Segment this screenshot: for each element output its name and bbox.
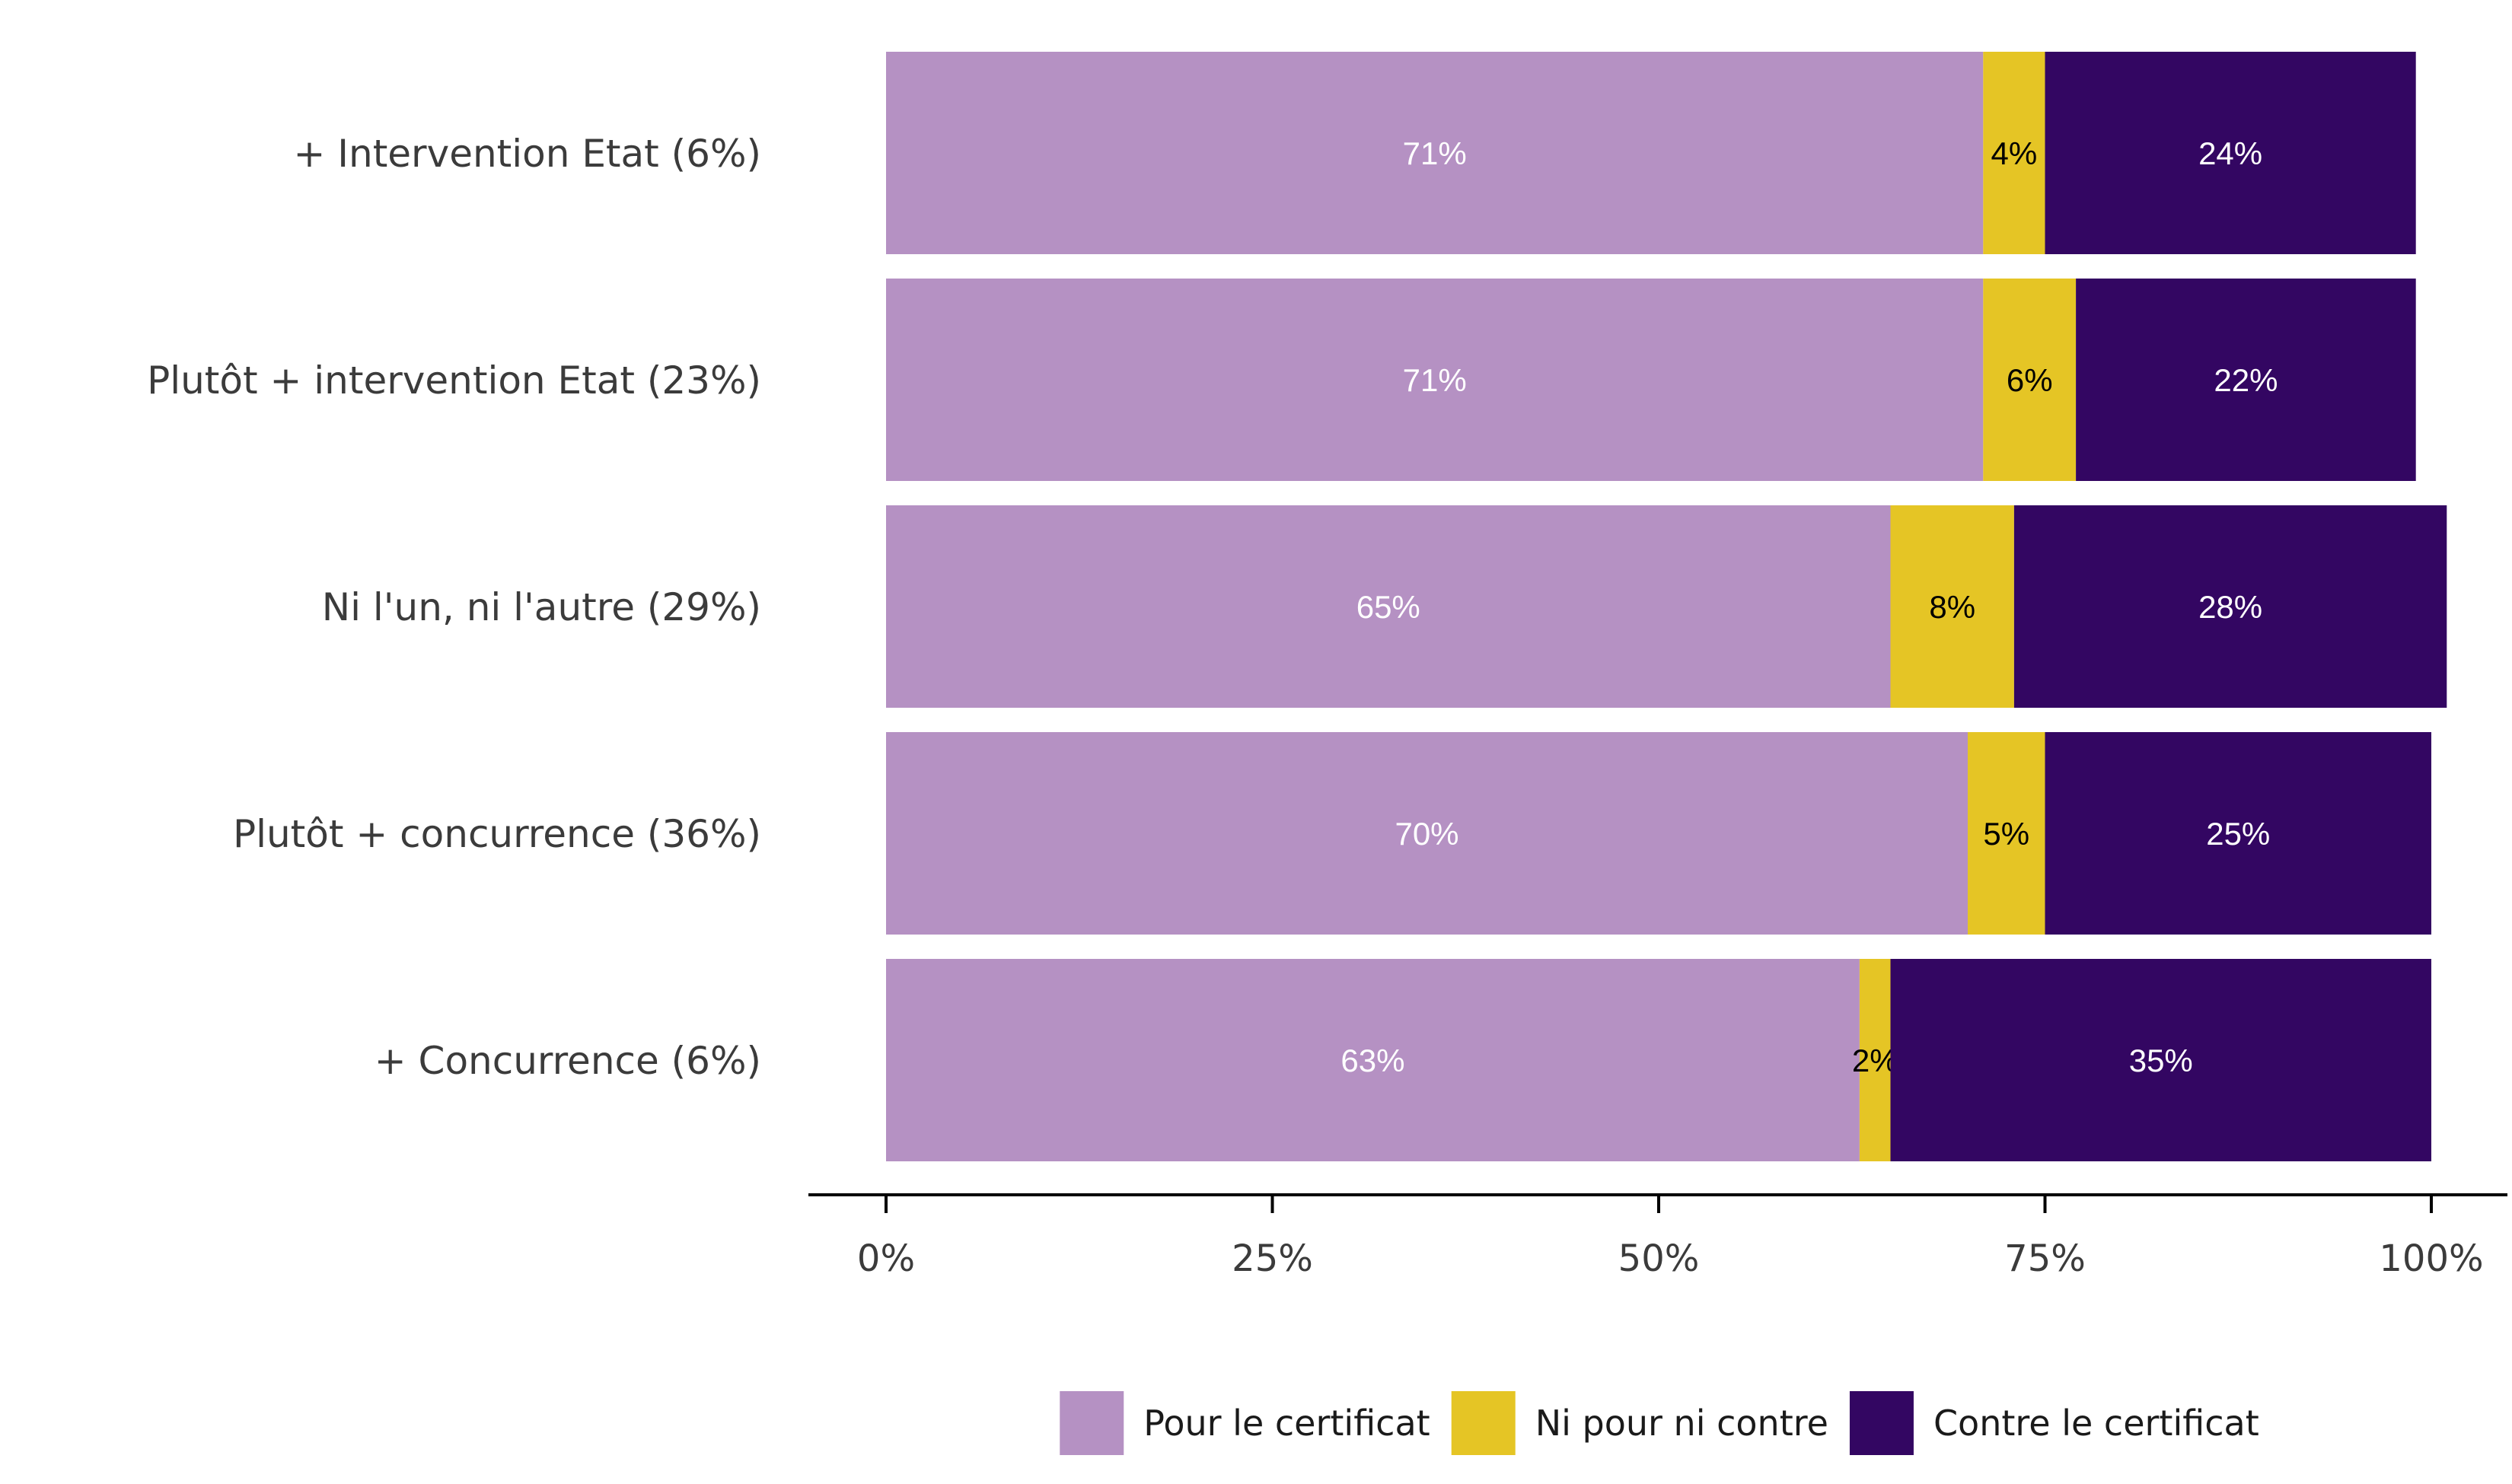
category-label-3: Ni l'un, ni l'autre (29%) <box>322 585 761 629</box>
legend-swatch-contre-le-certificat <box>1849 1391 1914 1455</box>
legend-item-pour-le-certificat: Pour le certificat <box>1060 1391 1430 1455</box>
category-label-4: Plutôt + concurrence (36%) <box>233 812 761 856</box>
bar-contre-le-certificat-2 <box>2076 279 2416 481</box>
data-label-pour-le-certificat-5: 63% <box>1340 1043 1404 1078</box>
legend: Pour le certificat Ni pour ni contre Contr… <box>1060 1391 2259 1455</box>
bar-pour-le-certificat-5 <box>886 959 1860 1161</box>
x-tick-label-2: 25% <box>1232 1237 1313 1280</box>
data-label-contre-le-certificat-2: 22% <box>2214 362 2278 398</box>
data-label-contre-le-certificat-4: 25% <box>2206 816 2270 852</box>
x-tick-label-1: 0% <box>857 1237 915 1280</box>
bar-contre-le-certificat-1 <box>2045 52 2416 254</box>
x-axis: 0% 25% 50% 75% 100% <box>808 1193 2507 1280</box>
data-label-contre-le-certificat-1: 24% <box>2198 135 2262 171</box>
bar-ni-pour-ni-contre-5 <box>1859 959 1891 1161</box>
bar-contre-le-certificat-4 <box>2045 732 2431 935</box>
bar-pour-le-certificat-4 <box>886 732 1968 935</box>
x-tick-label-5: 100% <box>2379 1237 2483 1280</box>
data-label-pour-le-certificat-2: 71% <box>1403 362 1467 398</box>
bar-pour-le-certificat-3 <box>886 505 1891 708</box>
bar-contre-le-certificat-3 <box>2013 505 2447 708</box>
category-label-5: + Concurrence (6%) <box>375 1039 761 1083</box>
data-label-ni-pour-ni-contre-5: 2% <box>1852 1043 1898 1078</box>
x-tick-label-4: 75% <box>2004 1237 2086 1280</box>
data-label-pour-le-certificat-3: 65% <box>1356 589 1420 625</box>
category-label-1: + Intervention Etat (6%) <box>293 132 761 176</box>
bar-ni-pour-ni-contre-4 <box>1968 732 2045 935</box>
legend-swatch-ni-pour-ni-contre <box>1451 1391 1516 1455</box>
bar-pour-le-certificat-2 <box>886 279 1984 481</box>
data-label-ni-pour-ni-contre-2: 6% <box>2007 362 2053 398</box>
bar-ni-pour-ni-contre-3 <box>1890 505 2014 708</box>
bar-ni-pour-ni-contre-2 <box>1983 279 2077 481</box>
data-label-pour-le-certificat-4: 70% <box>1395 816 1458 852</box>
category-label-2: Plutôt + intervention Etat (23%) <box>147 358 761 403</box>
data-label-ni-pour-ni-contre-3: 8% <box>1929 589 1975 625</box>
data-label-ni-pour-ni-contre-4: 5% <box>1983 816 2029 852</box>
data-label-contre-le-certificat-3: 28% <box>2198 589 2262 625</box>
legend-item-contre-le-certificat: Contre le certificat <box>1849 1391 2259 1455</box>
legend-label-ni-pour-ni-contre: Ni pour ni contre <box>1535 1403 1828 1444</box>
x-tick-label-3: 50% <box>1618 1237 1700 1280</box>
bar-ni-pour-ni-contre-1 <box>1983 52 2045 254</box>
legend-item-ni-pour-ni-contre: Ni pour ni contre <box>1451 1391 1828 1455</box>
bar-contre-le-certificat-5 <box>1890 959 2431 1161</box>
legend-label-pour-le-certificat: Pour le certificat <box>1143 1403 1430 1444</box>
data-label-pour-le-certificat-1: 71% <box>1403 135 1467 171</box>
legend-swatch-pour-le-certificat <box>1060 1391 1124 1455</box>
legend-label-contre-le-certificat: Contre le certificat <box>1933 1403 2259 1444</box>
data-label-ni-pour-ni-contre-1: 4% <box>1991 135 2038 171</box>
bar-pour-le-certificat-1 <box>886 52 1984 254</box>
category-labels: + Intervention Etat (6%) Plutôt + interve… <box>147 132 761 1083</box>
data-label-contre-le-certificat-5: 35% <box>2129 1043 2193 1078</box>
bars-group: 71% 4% 24% 71% 6% 22% 65% 8% 28% 70% 5% 25% 63% 2% 35% <box>886 52 2447 1161</box>
